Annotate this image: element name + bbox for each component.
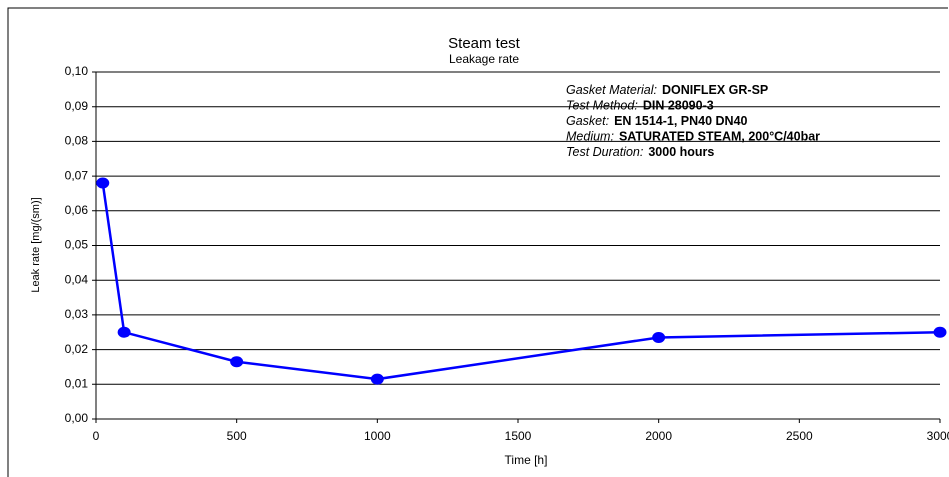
data-line — [101, 182, 941, 381]
data-point — [230, 356, 244, 368]
data-point — [370, 373, 384, 385]
annotation-value: SATURATED STEAM, 200°C/40bar — [619, 130, 820, 144]
y-tick-label: 0,01 — [65, 376, 89, 390]
x-tick-label: 3000 — [927, 429, 949, 443]
y-tick-label: 0,06 — [65, 203, 89, 217]
annotation: Gasket Material: DONIFLEX GR-SP — [566, 83, 768, 97]
x-tick-label: 500 — [227, 429, 247, 443]
x-tick-label: 2500 — [786, 429, 813, 443]
data-point — [652, 331, 666, 343]
y-tick-label: 0,05 — [65, 238, 89, 252]
frame — [7, 7, 948, 477]
annotation-label: Test Method: — [566, 99, 638, 113]
x-tick-label: 2000 — [645, 429, 672, 443]
data-point — [117, 326, 131, 338]
annotation-value: 3000 hours — [648, 145, 714, 159]
annotation: Test Duration: 3000 hours — [566, 145, 714, 159]
y-tick-label: 0,04 — [65, 272, 89, 286]
data-point — [933, 326, 947, 338]
annotation: Medium: SATURATED STEAM, 200°C/40bar — [566, 130, 820, 144]
data-point — [96, 177, 110, 189]
y-tick-label: 0,08 — [65, 134, 89, 148]
y-axis-label: Leak rate [mg/(sm)] — [30, 197, 42, 292]
y-tick-label: 0,03 — [65, 307, 89, 321]
y-tick-label: 0,10 — [65, 64, 89, 78]
annotation-label: Gasket Material: — [566, 83, 657, 97]
x-tick-label: 1500 — [505, 429, 532, 443]
annotation-label: Medium: — [566, 130, 614, 144]
y-tick-label: 0,07 — [65, 168, 89, 182]
x-tick-label: 0 — [93, 429, 100, 443]
y-tick-label: 0,02 — [65, 342, 89, 356]
annotation-value: EN 1514-1, PN40 DN40 — [614, 114, 747, 128]
annotation-value: DIN 28090-3 — [643, 99, 714, 113]
annotation-label: Gasket: — [566, 114, 609, 128]
chart-subtitle: Leakage rate — [449, 52, 519, 66]
annotation: Gasket: EN 1514-1, PN40 DN40 — [566, 114, 748, 128]
x-tick-label: 1000 — [364, 429, 391, 443]
annotation-label: Test Duration: — [566, 145, 643, 159]
y-tick-label: 0,09 — [65, 99, 89, 113]
chart-title: Steam test — [448, 35, 521, 52]
y-tick-label: 0,00 — [65, 411, 89, 425]
annotation-value: DONIFLEX GR-SP — [662, 83, 768, 97]
x-axis-label: Time [h] — [505, 453, 548, 467]
annotation: Test Method: DIN 28090-3 — [566, 99, 714, 113]
